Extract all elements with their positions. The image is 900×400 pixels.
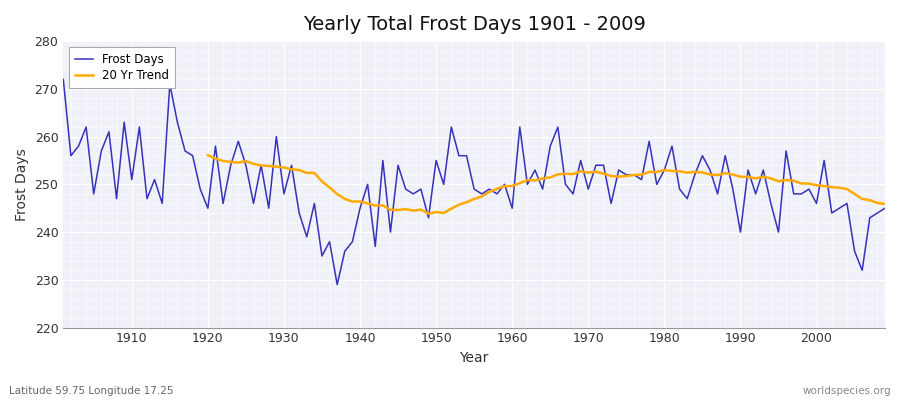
X-axis label: Year: Year [460, 351, 489, 365]
Frost Days [879, 206, 890, 211]
20 Yr Trend [773, 179, 784, 184]
Frost Days [339, 249, 350, 254]
Y-axis label: Frost Days: Frost Days [15, 148, 29, 221]
Frost Days [58, 77, 68, 82]
Frost Days [606, 201, 616, 206]
Text: worldspecies.org: worldspecies.org [803, 386, 891, 396]
20 Yr Trend [857, 196, 868, 201]
Frost Days [286, 163, 297, 168]
Line: 20 Yr Trend: 20 Yr Trend [208, 155, 885, 214]
Line: Frost Days: Frost Days [63, 79, 885, 285]
Frost Days [332, 282, 343, 287]
Frost Days [507, 206, 517, 211]
20 Yr Trend [408, 208, 418, 213]
Frost Days [515, 125, 526, 130]
20 Yr Trend [423, 211, 434, 216]
Legend: Frost Days, 20 Yr Trend: Frost Days, 20 Yr Trend [69, 47, 176, 88]
20 Yr Trend [293, 168, 304, 172]
20 Yr Trend [202, 153, 213, 158]
Frost Days [119, 120, 130, 125]
Title: Yearly Total Frost Days 1901 - 2009: Yearly Total Frost Days 1901 - 2009 [302, 15, 645, 34]
20 Yr Trend [682, 170, 693, 175]
20 Yr Trend [879, 202, 890, 206]
Text: Latitude 59.75 Longitude 17.25: Latitude 59.75 Longitude 17.25 [9, 386, 174, 396]
20 Yr Trend [788, 178, 799, 183]
